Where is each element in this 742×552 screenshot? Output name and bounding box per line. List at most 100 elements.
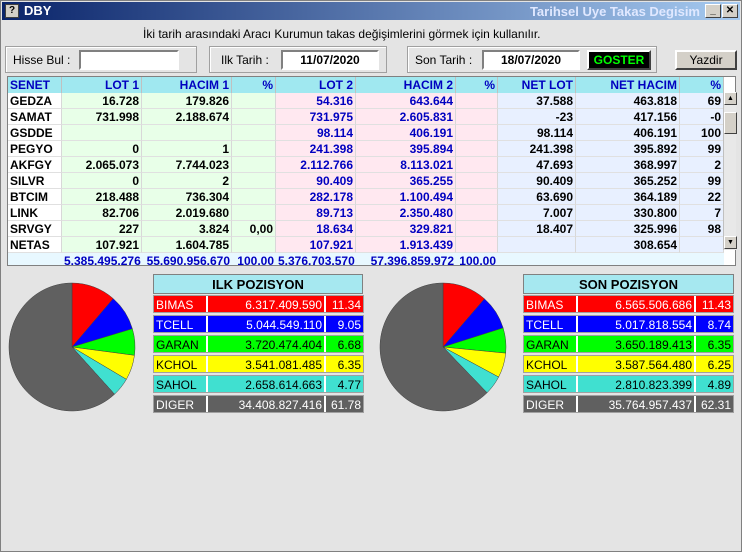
table-cell[interactable]: 731.998 xyxy=(62,109,142,125)
close-button[interactable]: ✕ xyxy=(722,4,738,18)
column-header[interactable]: HACIM 2 xyxy=(356,77,456,93)
table-cell[interactable] xyxy=(498,237,576,253)
table-cell[interactable]: 463.818 xyxy=(576,93,680,109)
table-cell[interactable]: 218.488 xyxy=(62,189,142,205)
table-cell[interactable]: 3.824 xyxy=(142,221,232,237)
scroll-thumb[interactable] xyxy=(724,112,737,134)
table-cell[interactable]: 2.065.073 xyxy=(62,157,142,173)
table-cell[interactable]: 365.255 xyxy=(356,173,456,189)
table-cell[interactable]: 89.713 xyxy=(276,205,356,221)
table-cell[interactable]: 99 xyxy=(680,173,724,189)
table-cell[interactable]: 731.975 xyxy=(276,109,356,125)
table-cell[interactable]: 395.892 xyxy=(576,141,680,157)
column-header[interactable]: NET HACIM xyxy=(576,77,680,93)
table-cell[interactable]: 90.409 xyxy=(276,173,356,189)
table-cell[interactable]: 7.007 xyxy=(498,205,576,221)
table-cell[interactable]: 107.921 xyxy=(62,237,142,253)
table-cell[interactable] xyxy=(232,125,276,141)
table-cell[interactable]: 0,00 xyxy=(232,221,276,237)
scroll-down-icon[interactable]: ▼ xyxy=(724,236,737,249)
table-cell[interactable]: GEDZA xyxy=(8,93,62,109)
column-header[interactable]: % xyxy=(232,77,276,93)
table-cell[interactable]: 1.100.494 xyxy=(356,189,456,205)
table-cell[interactable]: SAMAT xyxy=(8,109,62,125)
table-cell[interactable]: 179.826 xyxy=(142,93,232,109)
table-cell[interactable] xyxy=(232,237,276,253)
table-cell[interactable]: 98.114 xyxy=(276,125,356,141)
table-cell[interactable]: 7 xyxy=(680,205,724,221)
table-cell[interactable]: 8.113.021 xyxy=(356,157,456,173)
table-cell[interactable]: 69 xyxy=(680,93,724,109)
table-cell[interactable] xyxy=(142,125,232,141)
table-cell[interactable]: 330.800 xyxy=(576,205,680,221)
show-button[interactable]: GOSTER xyxy=(587,50,651,70)
table-cell[interactable]: GSDDE xyxy=(8,125,62,141)
table-cell[interactable]: 0 xyxy=(62,173,142,189)
table-cell[interactable]: -0 xyxy=(680,109,724,125)
table-cell[interactable]: 241.398 xyxy=(276,141,356,157)
table-cell[interactable]: 368.997 xyxy=(576,157,680,173)
table-cell[interactable]: 98.114 xyxy=(498,125,576,141)
table-cell[interactable]: -23 xyxy=(498,109,576,125)
minimize-button[interactable]: _ xyxy=(705,4,721,18)
table-cell[interactable]: 37.588 xyxy=(498,93,576,109)
table-cell[interactable]: SILVR xyxy=(8,173,62,189)
table-cell[interactable] xyxy=(456,125,498,141)
table-cell[interactable]: LINK xyxy=(8,205,62,221)
column-header[interactable]: LOT 1 xyxy=(62,77,142,93)
table-cell[interactable]: 98 xyxy=(680,221,724,237)
column-header[interactable]: HACIM 1 xyxy=(142,77,232,93)
table-cell[interactable]: 2.019.680 xyxy=(142,205,232,221)
table-cell[interactable]: 736.304 xyxy=(142,189,232,205)
table-cell[interactable]: 63.690 xyxy=(498,189,576,205)
table-cell[interactable]: 1.604.785 xyxy=(142,237,232,253)
scroll-up-icon[interactable]: ▲ xyxy=(724,92,737,105)
table-cell[interactable] xyxy=(62,125,142,141)
table-cell[interactable]: 1 xyxy=(142,141,232,157)
table-cell[interactable]: 16.728 xyxy=(62,93,142,109)
column-header[interactable]: NET LOT xyxy=(498,77,576,93)
table-cell[interactable] xyxy=(680,237,724,253)
table-cell[interactable]: 329.821 xyxy=(356,221,456,237)
table-cell[interactable] xyxy=(232,189,276,205)
table-cell[interactable]: 2 xyxy=(680,157,724,173)
table-cell[interactable]: 100 xyxy=(680,125,724,141)
start-date-field[interactable]: 11/07/2020 xyxy=(281,50,379,70)
table-cell[interactable]: BTCIM xyxy=(8,189,62,205)
table-cell[interactable]: 406.191 xyxy=(356,125,456,141)
table-cell[interactable]: 395.894 xyxy=(356,141,456,157)
table-cell[interactable]: 0 xyxy=(62,141,142,157)
app-icon[interactable]: ? xyxy=(5,4,19,18)
table-cell[interactable]: SRVGY xyxy=(8,221,62,237)
table-cell[interactable]: 406.191 xyxy=(576,125,680,141)
table-cell[interactable]: PEGYO xyxy=(8,141,62,157)
end-date-field[interactable]: 18/07/2020 xyxy=(482,50,580,70)
table-cell[interactable] xyxy=(232,141,276,157)
table-cell[interactable]: 1.913.439 xyxy=(356,237,456,253)
table-cell[interactable]: 2.188.674 xyxy=(142,109,232,125)
column-header[interactable]: SENET xyxy=(8,77,62,93)
table-cell[interactable] xyxy=(456,109,498,125)
table-cell[interactable]: 7.744.023 xyxy=(142,157,232,173)
table-cell[interactable]: 22 xyxy=(680,189,724,205)
table-cell[interactable]: NETAS xyxy=(8,237,62,253)
table-scrollbar[interactable]: ▲ ▼ xyxy=(723,92,737,250)
table-cell[interactable]: 241.398 xyxy=(498,141,576,157)
table-cell[interactable]: 227 xyxy=(62,221,142,237)
table-cell[interactable]: 18.634 xyxy=(276,221,356,237)
table-cell[interactable]: 99 xyxy=(680,141,724,157)
table-cell[interactable]: 47.693 xyxy=(498,157,576,173)
table-cell[interactable]: 308.654 xyxy=(576,237,680,253)
search-input[interactable] xyxy=(79,50,179,70)
table-cell[interactable] xyxy=(456,141,498,157)
table-cell[interactable]: 2.350.480 xyxy=(356,205,456,221)
data-table[interactable]: SENET LOT 1 HACIM 1% LOT 2 HACIM 2% NET LOT NE… xyxy=(7,76,736,266)
table-cell[interactable]: 18.407 xyxy=(498,221,576,237)
table-cell[interactable] xyxy=(456,221,498,237)
table-cell[interactable]: AKFGY xyxy=(8,157,62,173)
table-cell[interactable]: 107.921 xyxy=(276,237,356,253)
table-cell[interactable]: 282.178 xyxy=(276,189,356,205)
table-cell[interactable]: 364.189 xyxy=(576,189,680,205)
table-cell[interactable]: 54.316 xyxy=(276,93,356,109)
column-header[interactable]: % xyxy=(456,77,498,93)
